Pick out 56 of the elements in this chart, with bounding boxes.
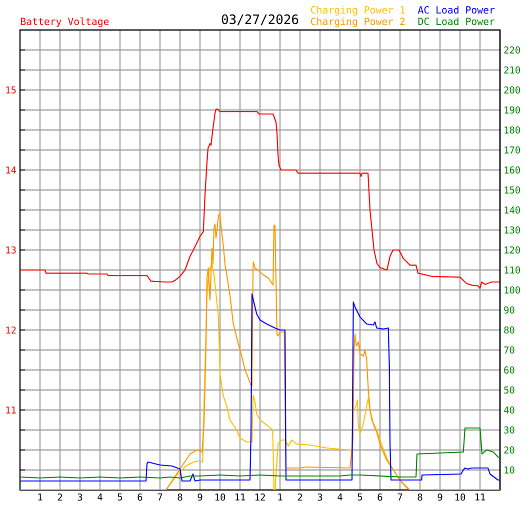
y-tick-label: 15 <box>6 86 16 94</box>
x-tick-label: 7 <box>158 494 162 500</box>
y2-tick-label: 80 <box>504 326 514 334</box>
x-tick-label: 2 <box>298 494 302 501</box>
x-tick-label: 11 <box>475 494 486 500</box>
y2-tick-label: 150 <box>504 186 520 194</box>
y2-tick-label: 10 <box>504 466 514 474</box>
y2-tick-label: 100 <box>504 286 520 294</box>
x-tick-label: 1 <box>38 494 42 500</box>
x-tick-label: 8 <box>418 494 422 501</box>
y-tick-label: 14 <box>6 166 16 174</box>
x-tick-label: 5 <box>358 494 362 501</box>
x-tick-label: 11 <box>235 494 246 500</box>
x-tick-label: 8 <box>178 494 182 501</box>
text: Charging Power 2 <box>311 18 405 28</box>
y2-tick-label: 160 <box>504 166 520 174</box>
x-tick-label: 2 <box>58 494 62 501</box>
text: AC Load Power <box>418 6 495 14</box>
x-tick-label: 10 <box>455 494 466 501</box>
y-tick-label: 12 <box>6 326 16 334</box>
y-tick-label: 13 <box>6 246 16 254</box>
x-tick-label: 6 <box>138 494 142 501</box>
x-tick-label: 5 <box>118 494 122 501</box>
y2-tick-label: 90 <box>504 306 514 314</box>
y2-tick-label: 120 <box>504 246 520 254</box>
x-tick-label: 9 <box>438 494 442 501</box>
x-tick-label: 1 <box>278 494 282 500</box>
y2-tick-label: 210 <box>504 66 520 74</box>
text: DC Load Power <box>418 18 495 26</box>
y-tick-label: 11 <box>6 406 16 414</box>
x-tick-label: 10 <box>215 494 226 501</box>
chart-title: 03/27/2026 <box>222 14 298 26</box>
y2-tick-label: 220 <box>504 46 520 54</box>
y2-tick-label: 20 <box>504 446 514 454</box>
x-tick-label: 3 <box>78 494 82 501</box>
y2-tick-label: 200 <box>504 86 520 94</box>
x-tick-label: 12 <box>255 494 265 501</box>
y2-tick-label: 180 <box>504 126 520 134</box>
y2-tick-label: 140 <box>504 206 520 214</box>
y2-tick-label: 130 <box>504 226 520 234</box>
x-tick-label: 4 <box>98 494 102 500</box>
y2-tick-label: 60 <box>504 366 514 374</box>
y2-tick-label: 40 <box>504 406 514 414</box>
x-tick-label: 3 <box>318 494 322 501</box>
x-tick-label: 9 <box>198 494 202 501</box>
y2-tick-label: 30 <box>504 426 514 434</box>
x-tick-label: 4 <box>338 494 342 500</box>
text: Charging Power 1 <box>311 6 405 16</box>
y2-tick-label: 190 <box>504 106 520 114</box>
y2-tick-label: 50 <box>504 386 514 394</box>
y2-tick-label: 110 <box>504 266 520 274</box>
text: Battery Voltage <box>20 17 109 28</box>
y2-tick-label: 70 <box>504 346 514 354</box>
x-tick-label: 7 <box>398 494 402 500</box>
y2-tick-label: 170 <box>504 146 520 154</box>
x-tick-label: 6 <box>378 494 382 501</box>
